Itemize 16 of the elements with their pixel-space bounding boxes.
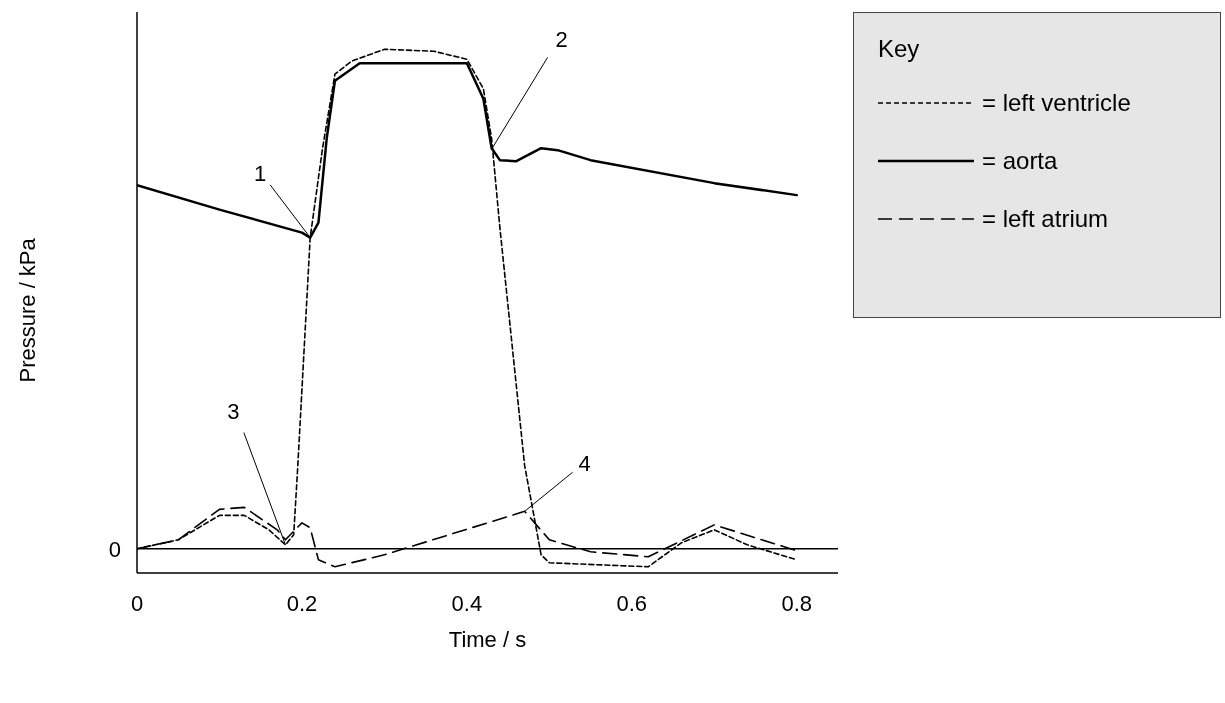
x-tick-label: 0.6 — [616, 590, 648, 616]
x-tick-label: 0.4 — [451, 590, 483, 616]
legend-title: Key — [878, 35, 921, 63]
x-tick-label: 0.8 — [781, 590, 813, 616]
annotation: 2 — [555, 26, 568, 52]
ref-line-label: 0 — [108, 536, 121, 562]
annotation: 3 — [227, 398, 240, 424]
annotation: 4 — [578, 451, 591, 477]
x-tick-label: 0.2 — [286, 590, 318, 616]
x-axis-title: Time / s — [448, 627, 527, 652]
y-axis-title: Pressure / kPa — [14, 237, 40, 383]
x-tick-label: 0 — [130, 590, 144, 616]
legend-label: = left atrium — [982, 205, 1109, 233]
annotation: 1 — [254, 161, 267, 187]
legend-label: = left ventricle — [982, 89, 1131, 117]
legend-label: = aorta — [982, 147, 1058, 175]
